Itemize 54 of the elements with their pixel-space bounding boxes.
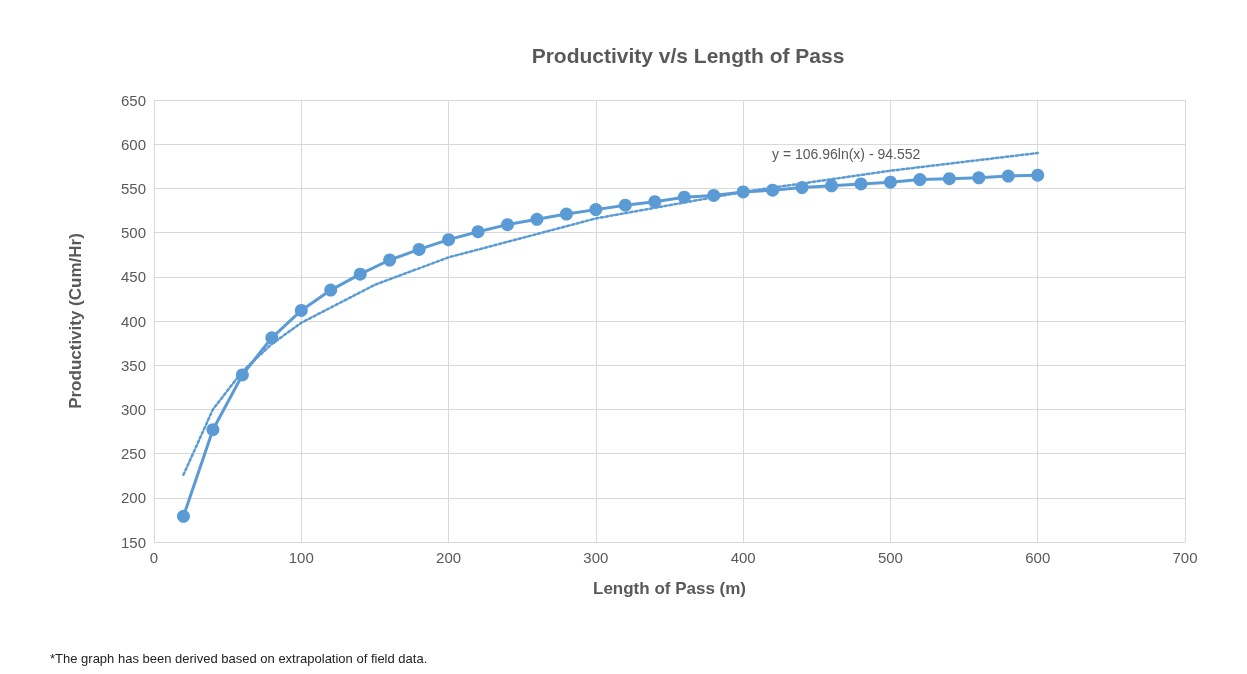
- point: [736, 185, 750, 199]
- y-tick-label: 350: [120, 356, 146, 374]
- y-tick-label: 550: [120, 179, 146, 197]
- y-tick-label: 250: [120, 445, 146, 463]
- annotation: y = 106.96ln(x) - 94.552: [772, 146, 921, 162]
- point: [766, 183, 780, 197]
- x-tick-label: 700: [1172, 549, 1198, 566]
- point: [324, 283, 338, 297]
- point: [1031, 168, 1045, 182]
- point: [942, 172, 956, 186]
- point: [795, 181, 809, 195]
- point: [618, 198, 632, 212]
- y-tick-label: 600: [120, 135, 146, 153]
- point: [883, 175, 897, 189]
- text: *The graph has been derived based on extrapolation of field data.: [50, 651, 428, 666]
- x-tick-label: 300: [583, 549, 609, 566]
- x-tick-label: 100: [288, 549, 314, 566]
- x-axis-title: Length of Pass (m): [592, 579, 747, 598]
- point: [530, 212, 544, 226]
- chart-title: Productivity v/s Length of Pass: [531, 44, 845, 67]
- point: [825, 179, 839, 193]
- point: [589, 203, 603, 217]
- y-tick-label: 200: [120, 489, 146, 507]
- point: [648, 195, 662, 209]
- y-tick-label: 300: [120, 400, 146, 418]
- y-axis-title: Productivity (Cum/Hr): [66, 233, 85, 409]
- x-tick-label: 500: [877, 549, 903, 566]
- point: [677, 190, 691, 204]
- point: [501, 218, 514, 232]
- point: [206, 423, 220, 437]
- point: [559, 207, 573, 221]
- point: [854, 177, 868, 191]
- y-tick-label: 150: [120, 533, 146, 551]
- x-tick-label: 0: [149, 549, 159, 566]
- point: [412, 242, 426, 256]
- y-tick-label: 400: [120, 312, 146, 330]
- point: [383, 253, 397, 267]
- y-tick-label: 450: [120, 268, 146, 286]
- point: [1001, 169, 1015, 183]
- y-tick-label: 650: [120, 91, 146, 109]
- point: [913, 173, 927, 187]
- point: [972, 171, 986, 185]
- point: [294, 303, 308, 317]
- point: [235, 368, 249, 382]
- x-tick-label: 600: [1025, 549, 1051, 566]
- x-tick-label: 400: [730, 549, 756, 566]
- point: [471, 225, 485, 239]
- y-tick-label: 500: [120, 224, 146, 242]
- point: [265, 331, 279, 345]
- point: [176, 509, 190, 523]
- point: [707, 188, 721, 202]
- point: [442, 233, 456, 247]
- x-tick-label: 200: [436, 549, 462, 566]
- point: [353, 267, 367, 281]
